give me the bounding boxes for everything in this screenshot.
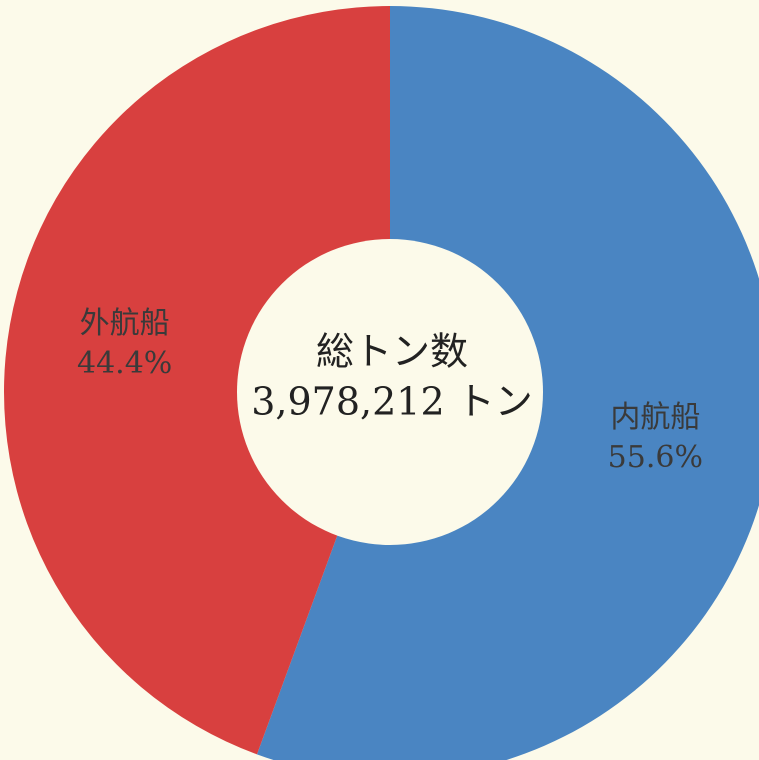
category-label: 内航船: [610, 400, 700, 435]
donut-hole: [237, 239, 543, 545]
category-label: 外航船: [80, 306, 170, 341]
value-label: 44.4%: [77, 346, 172, 381]
donut-sector: [4, 6, 390, 755]
value-label: 55.6%: [608, 440, 703, 475]
center-label: 3,978,212 トン: [251, 380, 532, 424]
center-title: 総トン数: [316, 330, 468, 374]
